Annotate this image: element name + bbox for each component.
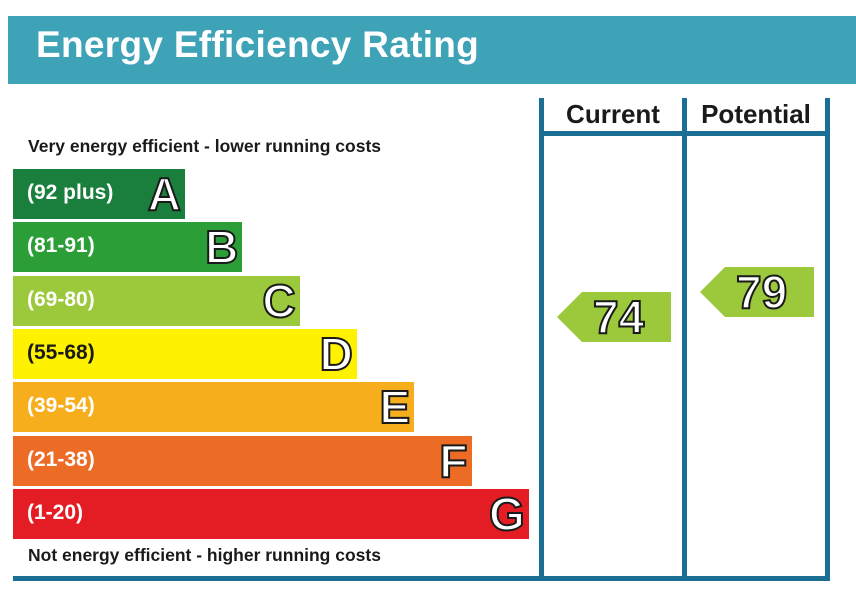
band-letter: E [379, 380, 412, 434]
current-column-left-rule [539, 98, 544, 580]
potential-rating-arrow: 79 [700, 265, 814, 319]
band-e: (39-54) E [13, 380, 415, 434]
band-range-label: (69-80) [27, 287, 95, 311]
band-letter: F [438, 434, 468, 488]
band-letter: A [147, 167, 182, 221]
current-column-header: Current [566, 99, 660, 129]
band-letter: C [261, 274, 296, 328]
inefficient-note: Not energy efficient - higher running co… [28, 545, 381, 565]
band-range-label: (55-68) [27, 340, 95, 364]
band-a: (92 plus) A [13, 167, 185, 221]
arrow-fill [557, 291, 671, 342]
band-range-label: (21-38) [27, 447, 95, 471]
potential-rating-value: 79 [735, 265, 788, 319]
header-bar: Energy Efficiency Rating [8, 16, 856, 84]
band-c: (69-80) C [13, 274, 300, 328]
potential-column-header: Potential [701, 99, 811, 129]
bottom-rule [13, 576, 830, 581]
current-column-right-rule [682, 98, 687, 580]
header-rule [539, 131, 830, 136]
band-range-label: (1-20) [27, 500, 84, 524]
band-g: (1-20) G [13, 487, 529, 541]
current-rating-arrow: 74 [557, 290, 671, 344]
arrow-shape [557, 291, 671, 342]
band-d: (55-68) D [13, 327, 357, 381]
band-letter: D [319, 327, 354, 381]
band-range-label: (92 plus) [27, 181, 114, 204]
band-b: (81-91) B [13, 220, 243, 274]
band-letter: G [488, 487, 526, 541]
current-rating-value: 74 [592, 290, 645, 344]
efficient-note: Very energy efficient - lower running co… [28, 136, 382, 156]
arrow-shape [700, 267, 814, 318]
band-f: (21-38) F [13, 434, 472, 488]
band-letter: B [204, 220, 239, 274]
band-range-label: (81-91) [27, 234, 95, 258]
arrow-fill [700, 267, 814, 318]
potential-column-right-rule [825, 98, 830, 580]
band-range-label: (39-54) [27, 394, 95, 418]
chart-title: Energy Efficiency Rating [36, 24, 480, 65]
